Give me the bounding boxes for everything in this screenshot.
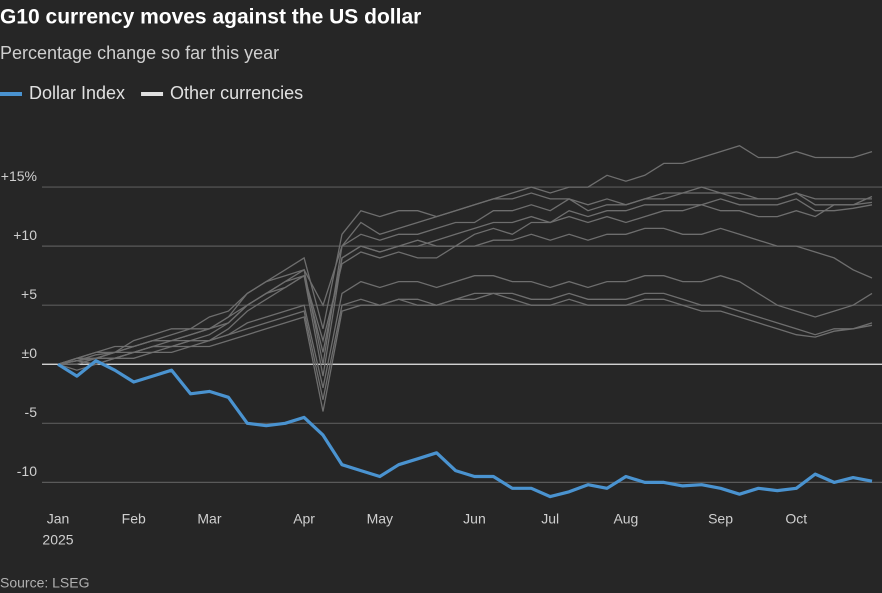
source-note: Source: LSEG [0,575,90,591]
x-tick-label: Sep [708,511,733,527]
chart-subtitle: Percentage change so far this year [0,43,279,63]
currency-line [57,227,873,365]
legend-label: Dollar Index [29,83,125,103]
x-tick-label: Jun [463,511,486,527]
dollar-line [57,359,873,499]
x-tick-label: Jan [47,511,70,527]
legend-label: Other currencies [170,83,303,103]
y-tick-label: ±0 [22,345,38,361]
y-tick-label: +15% [1,168,37,184]
y-tick-label: -10 [17,463,37,479]
y-tick-label: +10 [13,227,37,243]
y-tick-label: -5 [25,404,38,420]
x-year-label: 2025 [42,532,73,548]
currency-line [57,201,873,365]
x-tick-label: Aug [613,511,638,527]
chart-title: G10 currency moves against the US dollar [0,6,421,29]
currency-line [57,292,873,412]
x-tick-label: Jul [541,511,559,527]
x-tick-label: Apr [293,511,315,527]
x-tick-label: Feb [122,511,146,527]
y-tick-label: +5 [21,286,37,302]
x-tick-label: Mar [197,511,221,527]
currency-line [57,292,873,400]
currency-line [57,192,873,371]
currency-line [58,275,873,389]
x-tick-label: May [367,511,393,527]
x-tick-label: Oct [785,511,807,527]
